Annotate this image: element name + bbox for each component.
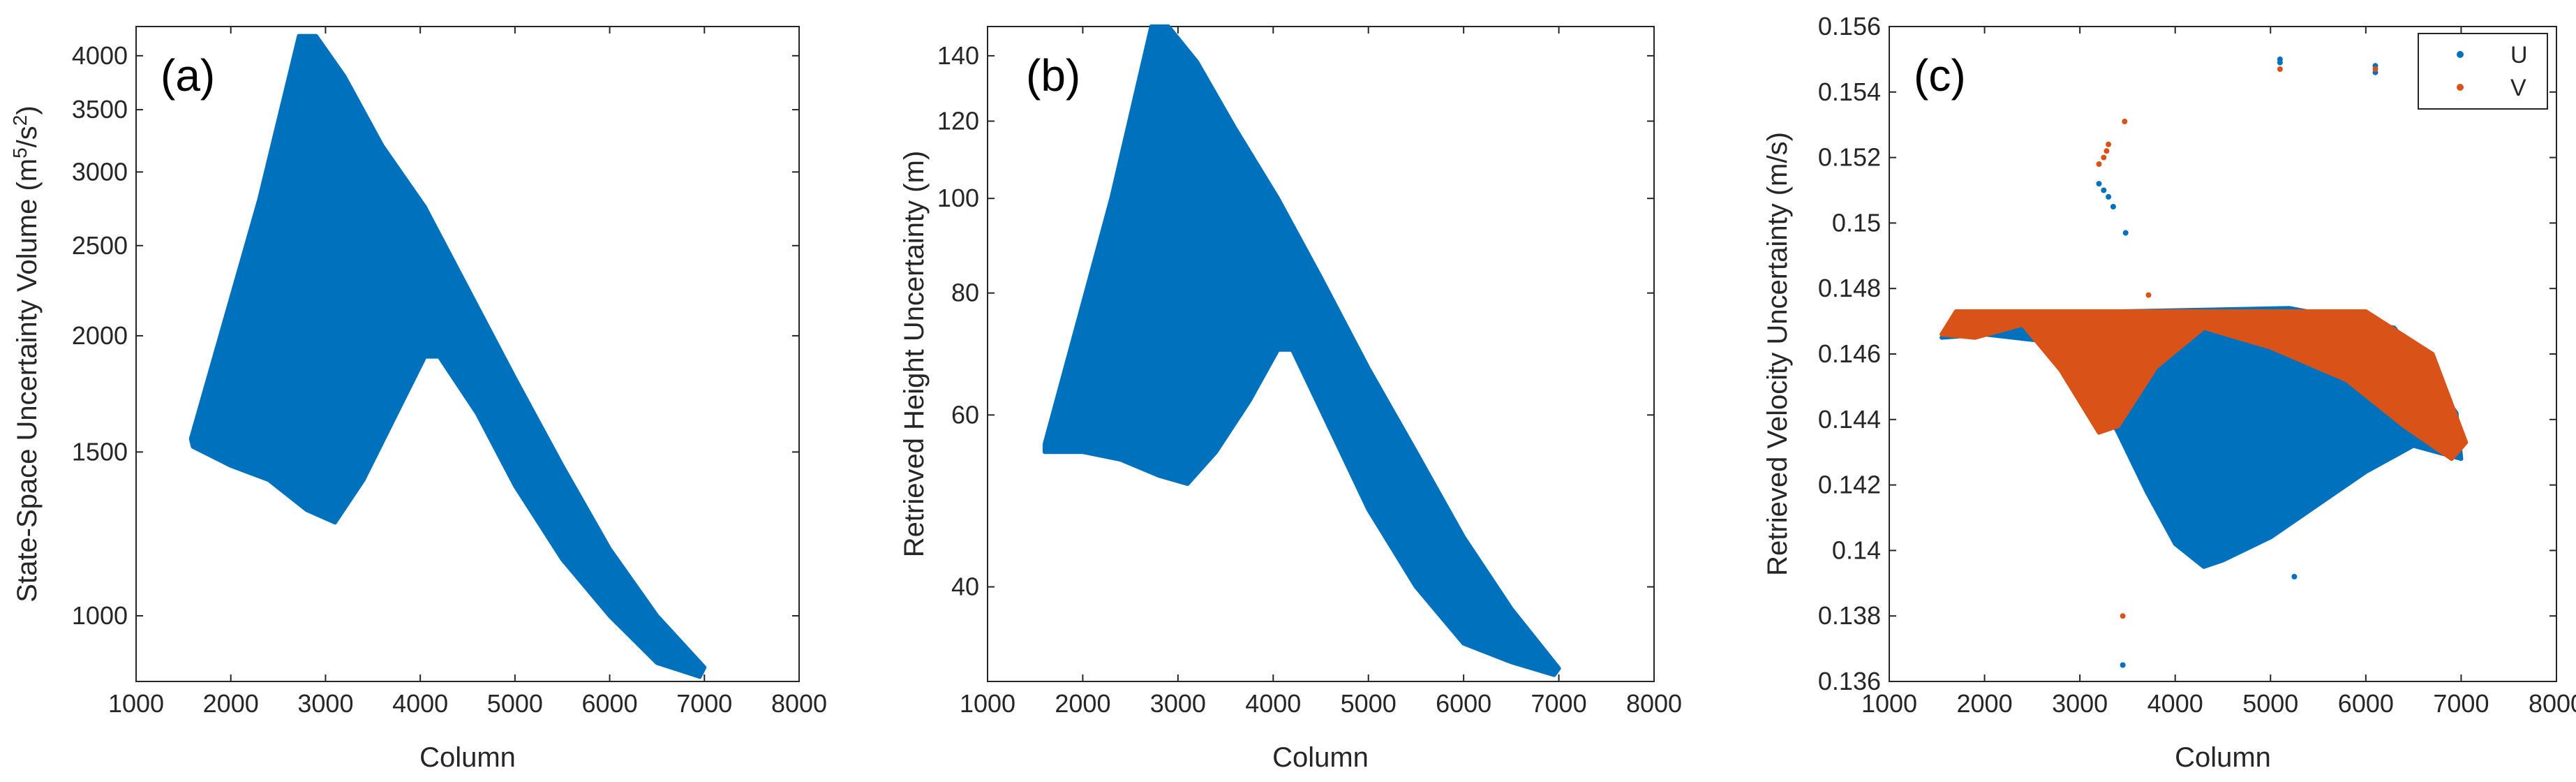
y-axis-label-b: Retrieved Height Uncertainty (m) bbox=[899, 151, 930, 557]
x-tick-label-c: 3000 bbox=[2052, 689, 2108, 718]
x-tick-label-c: 2000 bbox=[1957, 689, 2013, 718]
y-tick-label-c: 0.15 bbox=[1832, 208, 1881, 237]
y-tick-label-c: 0.146 bbox=[1818, 339, 1881, 368]
legend-label-u: U bbox=[2510, 42, 2528, 68]
panel-label-a: (a) bbox=[161, 50, 215, 101]
scatter-point-c-1-8 bbox=[2120, 613, 2126, 619]
y-tick-label-b: 60 bbox=[951, 400, 979, 429]
y-tick-label-a: 1500 bbox=[72, 437, 128, 466]
y-tick-label-b: 100 bbox=[937, 184, 979, 212]
x-tick-label-c: 6000 bbox=[2338, 689, 2394, 718]
y-tick-label-c: 0.14 bbox=[1832, 536, 1881, 564]
x-tick-label-c: 7000 bbox=[2433, 689, 2489, 718]
y-tick-label-c: 0.154 bbox=[1818, 78, 1881, 106]
x-tick-label-b: 6000 bbox=[1436, 689, 1491, 718]
y-tick-label-b: 80 bbox=[951, 279, 979, 307]
ticks-c: 1000 2000 3000 4000 5000 6000 7000 8000 0.136 0.1… bbox=[1818, 12, 2576, 718]
scatter-point-c-1-0 bbox=[2096, 161, 2102, 167]
legend-box bbox=[2418, 33, 2548, 110]
scatter-point-c-1-7 bbox=[2372, 66, 2378, 72]
y-tick-label-a: 4000 bbox=[72, 41, 128, 70]
panel-c: 1000 2000 3000 4000 5000 6000 7000 8000 0.136 0.1… bbox=[1762, 12, 2576, 773]
x-tick-label-a: 5000 bbox=[487, 689, 543, 718]
x-tick-label-c: 4000 bbox=[2147, 689, 2203, 718]
y-tick-label-a: 3500 bbox=[72, 95, 128, 124]
scatter-cloud-b-0 bbox=[1042, 24, 1561, 677]
y-tick-label-a: 2500 bbox=[72, 231, 128, 260]
y-tick-label-b: 140 bbox=[937, 41, 979, 70]
y-tick-label-c: 0.152 bbox=[1818, 143, 1881, 172]
x-tick-label-b: 3000 bbox=[1150, 689, 1206, 718]
scatter-point-c-1-1 bbox=[2101, 154, 2107, 161]
ticks-a: 1000 2000 3000 4000 5000 6000 7000 8000 1000 1500… bbox=[72, 27, 827, 718]
scatter-cloud-c-1 bbox=[1940, 309, 2469, 462]
legend-marker-v bbox=[2457, 84, 2464, 91]
y-tick-label-a: 2000 bbox=[72, 321, 128, 350]
x-tick-label-a: 8000 bbox=[771, 689, 827, 718]
y-tick-label-c: 0.142 bbox=[1818, 471, 1881, 499]
y-tick-label-c: 0.148 bbox=[1818, 274, 1881, 302]
scatter-point-c-0-6 bbox=[2277, 59, 2283, 66]
panel-a: 1000 2000 3000 4000 5000 6000 7000 8000 1000 1500… bbox=[9, 26, 827, 773]
legend: U V bbox=[2418, 33, 2548, 110]
marks-a bbox=[188, 34, 707, 679]
scatter-point-c-1-6 bbox=[2277, 66, 2283, 72]
x-tick-label-a: 3000 bbox=[297, 689, 353, 718]
scatter-point-c-0-0 bbox=[2101, 187, 2107, 193]
legend-label-v: V bbox=[2510, 75, 2526, 101]
scatter-point-c-0-4 bbox=[2122, 230, 2129, 236]
x-tick-label-a: 1000 bbox=[108, 689, 164, 718]
scatter-point-c-1-3 bbox=[2106, 141, 2112, 147]
x-tick-label-b: 2000 bbox=[1055, 689, 1110, 718]
x-axis-label-b: Column bbox=[1272, 742, 1369, 773]
x-tick-label-a: 2000 bbox=[203, 689, 259, 718]
y-tick-label-c: 0.136 bbox=[1818, 667, 1881, 695]
y-tick-label-c: 0.138 bbox=[1818, 601, 1881, 630]
x-tick-label-b: 8000 bbox=[1626, 689, 1682, 718]
x-tick-label-b: 5000 bbox=[1341, 689, 1397, 718]
x-tick-label-a: 6000 bbox=[582, 689, 638, 718]
x-axis-label-c: Column bbox=[2175, 742, 2271, 773]
x-tick-label-b: 7000 bbox=[1531, 689, 1587, 718]
x-tick-label-a: 7000 bbox=[676, 689, 732, 718]
y-tick-label-c: 0.156 bbox=[1818, 12, 1881, 40]
x-tick-label-b: 1000 bbox=[960, 689, 1015, 718]
x-axis-label-a: Column bbox=[419, 742, 516, 773]
y-tick-label-b: 40 bbox=[951, 573, 979, 601]
x-tick-label-c: 5000 bbox=[2242, 689, 2298, 718]
scatter-point-c-0-1 bbox=[2110, 204, 2116, 209]
scatter-point-c-1-5 bbox=[2145, 292, 2152, 298]
y-tick-label-b: 120 bbox=[937, 106, 979, 135]
panel-b: 1000 2000 3000 4000 5000 6000 7000 8000 40 60 80 10… bbox=[899, 24, 1682, 773]
panel-label-c: (c) bbox=[1914, 50, 1966, 101]
y-tick-label-a: 3000 bbox=[72, 157, 128, 186]
legend-marker-u bbox=[2457, 51, 2464, 58]
scatter-point-c-1-4 bbox=[2122, 119, 2128, 124]
marks-b bbox=[1042, 24, 1561, 677]
scatter-point-c-0-3 bbox=[2096, 181, 2102, 187]
x-tick-label-b: 4000 bbox=[1245, 689, 1301, 718]
y-tick-label-c: 0.144 bbox=[1818, 405, 1881, 434]
ticks-b: 1000 2000 3000 4000 5000 6000 7000 8000 40 60 80 10… bbox=[937, 27, 1682, 718]
scatter-point-c-0-9 bbox=[2291, 573, 2298, 580]
scatter-point-c-0-10 bbox=[2120, 662, 2126, 668]
scatter-point-c-0-2 bbox=[2106, 193, 2112, 200]
x-tick-label-c: 1000 bbox=[1861, 689, 1917, 718]
marks-c bbox=[1940, 56, 2469, 668]
panel-label-b: (b) bbox=[1026, 50, 1080, 101]
scatter-cloud-a-0 bbox=[188, 34, 707, 679]
y-axis-label-c: Retrieved Velocity Uncertainty (m/s) bbox=[1762, 132, 1793, 576]
x-tick-label-a: 4000 bbox=[392, 689, 448, 718]
y-tick-label-a: 1000 bbox=[72, 601, 128, 630]
scatter-point-c-1-2 bbox=[2104, 148, 2110, 154]
y-axis-label-a: State-Space Uncertainty Volume (m5/s2) bbox=[9, 105, 43, 602]
x-tick-label-c: 8000 bbox=[2529, 689, 2576, 718]
